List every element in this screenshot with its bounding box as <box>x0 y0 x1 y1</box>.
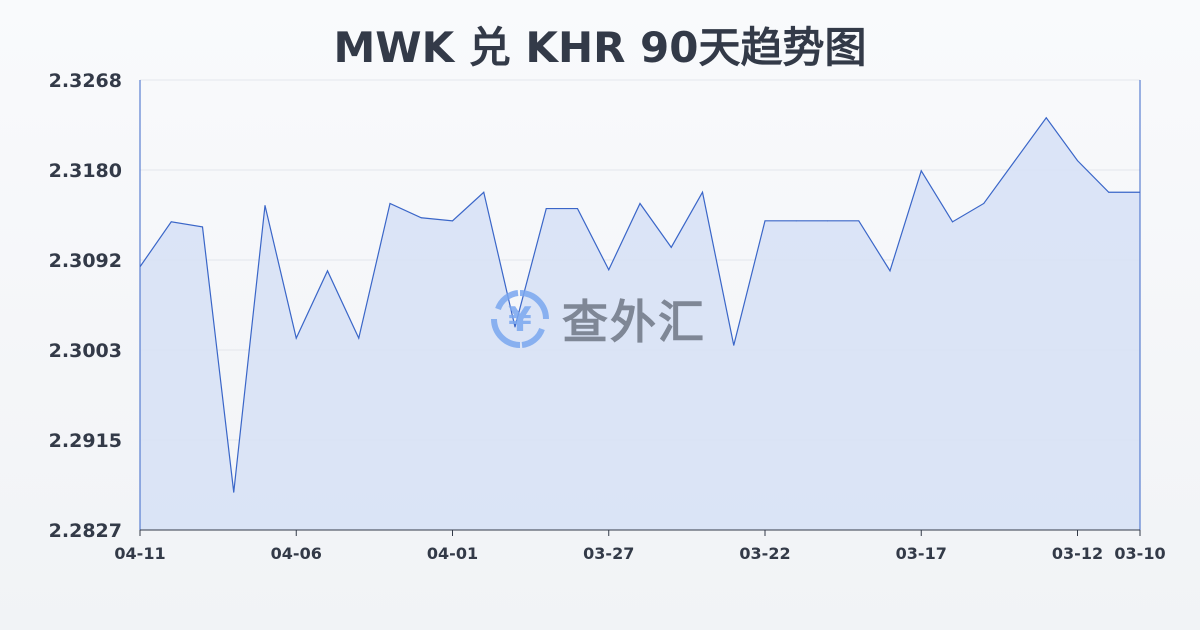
data-point <box>327 270 328 272</box>
y-tick-label: 2.2915 <box>49 430 122 452</box>
y-tick-label: 2.2827 <box>49 520 122 542</box>
data-point <box>983 202 985 204</box>
data-point <box>139 266 141 268</box>
data-point <box>1077 160 1078 162</box>
data-point <box>295 337 297 339</box>
data-point <box>358 337 360 339</box>
data-point <box>889 270 891 272</box>
data-point <box>764 220 766 222</box>
data-point <box>1014 160 1016 162</box>
data-point <box>1108 191 1110 193</box>
data-point <box>264 205 266 207</box>
x-tick-label: 03-17 <box>896 544 947 563</box>
data-point <box>170 221 172 223</box>
y-tick-label: 2.3092 <box>49 250 122 272</box>
watermark-text: 查外汇 <box>562 295 706 349</box>
data-point <box>952 221 953 223</box>
data-point <box>702 191 703 193</box>
data-point <box>514 326 516 328</box>
svg-text:¥: ¥ <box>508 300 532 340</box>
data-point <box>1139 191 1141 193</box>
data-point <box>670 246 672 248</box>
data-point <box>733 344 735 346</box>
x-tick-label: 04-06 <box>271 544 322 563</box>
watermark: ¥ 查外汇 <box>490 286 706 352</box>
data-point <box>920 170 922 172</box>
x-tick-label: 03-22 <box>739 544 790 563</box>
data-point <box>483 191 485 193</box>
data-point <box>639 202 641 204</box>
x-tick-label: 04-01 <box>427 544 478 563</box>
data-point <box>1045 117 1047 119</box>
y-tick-label: 2.3268 <box>49 70 122 92</box>
data-point <box>452 220 453 222</box>
data-point <box>389 202 391 204</box>
data-point <box>420 217 422 219</box>
x-tick-label: 04-11 <box>114 544 165 563</box>
data-point <box>545 208 547 210</box>
data-point <box>233 491 235 493</box>
x-tick-label: 03-12 <box>1052 544 1103 563</box>
data-point <box>202 226 203 228</box>
data-point <box>827 220 828 222</box>
data-point <box>795 220 797 222</box>
yen-exchange-icon: ¥ <box>491 290 549 348</box>
y-tick-label: 2.3180 <box>49 160 122 182</box>
chart-title: MWK 兑 KHR 90天趋势图 <box>333 23 867 72</box>
x-tick-label: 03-27 <box>583 544 634 563</box>
x-tick-label: 03-10 <box>1114 544 1165 563</box>
data-point <box>858 220 860 222</box>
area-fill <box>140 117 1140 531</box>
data-point <box>608 269 610 271</box>
y-tick-label: 2.3003 <box>49 340 122 362</box>
data-point <box>577 208 578 210</box>
